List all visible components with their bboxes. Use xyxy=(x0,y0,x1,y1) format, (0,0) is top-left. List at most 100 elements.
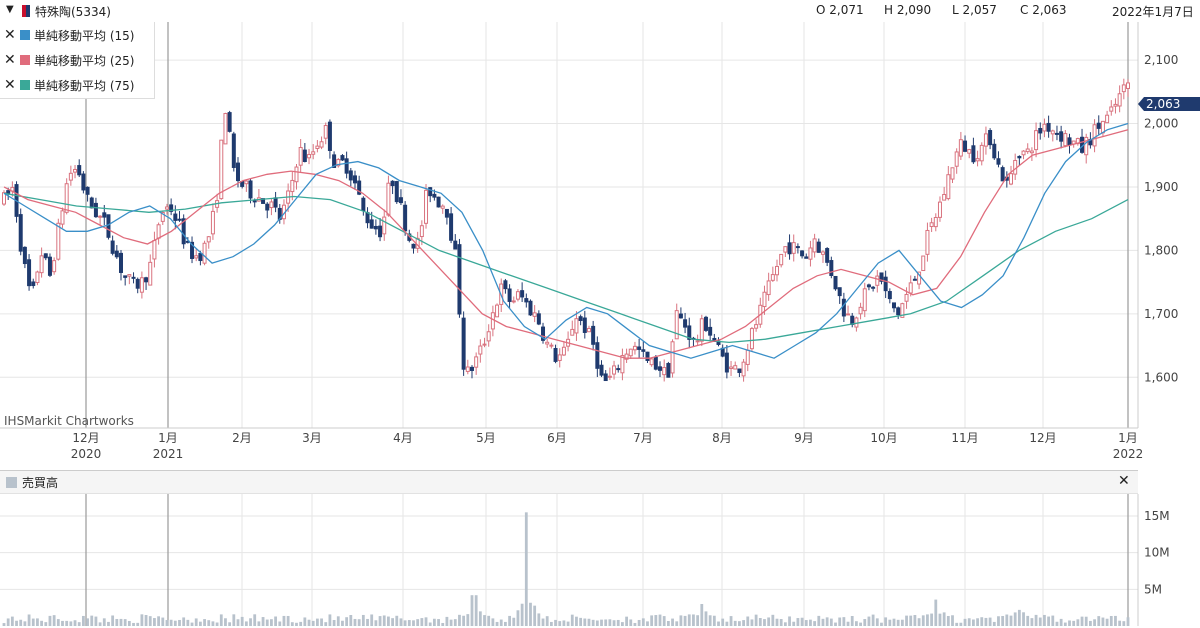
volume-bar xyxy=(754,614,758,626)
volume-bar xyxy=(173,620,177,626)
volume-bar xyxy=(926,614,929,626)
candle xyxy=(31,278,36,289)
collapse-triangle-icon[interactable]: ▼ xyxy=(6,4,14,15)
candle xyxy=(73,164,78,179)
volume-bar xyxy=(424,617,428,626)
volume-bar xyxy=(77,622,81,626)
volume-tick-label: 5M xyxy=(1144,582,1162,596)
volume-bar xyxy=(211,621,215,626)
volume-bar xyxy=(474,595,478,626)
candle xyxy=(415,231,420,253)
symbol-title[interactable]: 特殊陶(5334) xyxy=(35,5,111,19)
last-price-label: 2,063 xyxy=(1146,97,1180,111)
year-tick-label: 2021 xyxy=(153,447,184,461)
volume-bar xyxy=(767,617,771,626)
volume-bar xyxy=(884,617,888,626)
volume-bar xyxy=(228,622,232,626)
candle xyxy=(1009,165,1014,186)
volume-bar xyxy=(466,614,470,626)
candle xyxy=(1117,85,1122,113)
volume-bar xyxy=(992,621,996,626)
candle xyxy=(461,311,466,376)
volume-bars xyxy=(2,512,1130,626)
candle xyxy=(875,270,880,293)
candle xyxy=(595,336,600,378)
volume-bar xyxy=(240,616,244,626)
volume-bar xyxy=(449,619,453,626)
volume-bar xyxy=(646,621,649,626)
remove-ma75-icon[interactable]: ✕ xyxy=(4,77,16,93)
candle xyxy=(1038,122,1043,140)
volume-bar xyxy=(959,622,963,626)
volume-bar xyxy=(809,619,812,626)
volume-bar xyxy=(971,619,975,626)
volume-bar xyxy=(825,617,829,626)
price-chart[interactable]: 2,100 2,000 1,900 1,800 1,700 1,600 12月 2020 1月… xyxy=(0,22,1200,468)
candle xyxy=(783,246,788,258)
candle xyxy=(123,275,128,286)
candle xyxy=(56,218,61,261)
volume-bar xyxy=(1109,616,1113,626)
volume-bar xyxy=(763,619,766,626)
volume-bar xyxy=(838,617,842,626)
candle xyxy=(127,274,132,285)
candle xyxy=(536,310,541,326)
volume-bar xyxy=(69,621,73,626)
volume-bar xyxy=(696,615,700,626)
candle xyxy=(453,234,458,250)
candle xyxy=(118,250,123,281)
candle xyxy=(436,196,441,208)
volume-bar xyxy=(332,619,336,626)
candle xyxy=(607,367,612,381)
close-icon[interactable]: ✕ xyxy=(1118,473,1130,489)
volume-bar xyxy=(687,614,691,626)
candle xyxy=(139,271,144,299)
volume-bar xyxy=(127,621,131,626)
candle xyxy=(933,213,938,232)
candle xyxy=(1109,100,1114,116)
volume-bar xyxy=(324,622,328,626)
volume-bar xyxy=(416,619,420,626)
remove-ma25-icon[interactable]: ✕ xyxy=(4,52,16,68)
volume-swatch xyxy=(6,477,17,488)
candle xyxy=(950,167,955,184)
volume-chart[interactable]: 15M 10M 5M xyxy=(0,494,1200,628)
volume-tick-label: 15M xyxy=(1144,509,1170,523)
volume-bar xyxy=(65,620,69,626)
volume-bar xyxy=(633,622,637,626)
volume-bar xyxy=(817,615,821,626)
candle xyxy=(319,136,324,150)
volume-bar xyxy=(295,622,298,626)
time-tick-label: 6月 xyxy=(547,431,567,445)
volume-bar xyxy=(524,512,528,626)
candle xyxy=(992,139,997,160)
volume-bar xyxy=(783,622,787,626)
candle xyxy=(1050,129,1055,142)
candle xyxy=(1121,78,1126,100)
volume-bar xyxy=(412,620,415,626)
candle xyxy=(131,272,136,284)
volume-bar xyxy=(1013,612,1017,626)
candle xyxy=(386,175,391,217)
remove-ma15-icon[interactable]: ✕ xyxy=(4,27,16,43)
volume-bar xyxy=(31,618,35,626)
volume-bar xyxy=(554,619,557,626)
volume-bar xyxy=(708,615,712,626)
candle xyxy=(1096,115,1101,135)
time-tick-label: 7月 xyxy=(633,431,653,445)
volume-bar xyxy=(880,622,883,626)
volume-bar xyxy=(15,620,18,626)
candle xyxy=(582,310,587,339)
candle xyxy=(628,348,633,360)
time-tick-label: 1月 xyxy=(158,431,178,445)
volume-bar xyxy=(712,615,716,626)
candle xyxy=(194,249,199,262)
candle xyxy=(846,305,851,316)
volume-bar xyxy=(23,621,27,626)
candle xyxy=(1000,165,1005,182)
symbol-color-icon-2 xyxy=(26,5,30,17)
ma15-swatch xyxy=(20,30,30,40)
candle xyxy=(444,208,449,225)
candle xyxy=(837,287,842,304)
volume-bar xyxy=(244,621,248,626)
